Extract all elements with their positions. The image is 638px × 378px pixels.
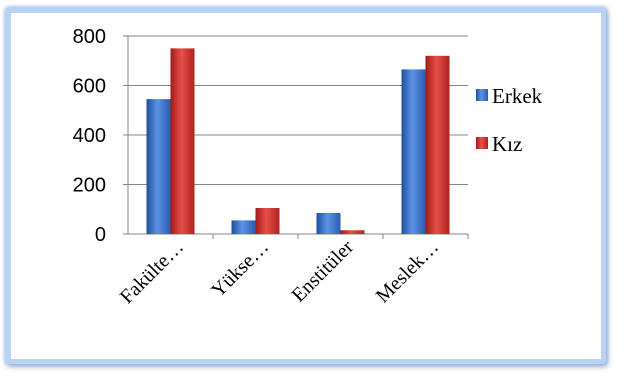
bars [146,48,450,234]
category-label: Meslek… [372,236,443,307]
bar-kiz [340,230,365,234]
bar-kiz [170,48,195,234]
y-tick-label: 200 [73,175,106,197]
category-label: Yükse… [207,236,273,302]
y-tick-label: 600 [73,76,106,98]
bar-kiz [425,55,450,234]
legend-label-erkek: Erkek [492,84,543,108]
category-labels: Fakülte… Yükse… Enstitüler Meslek… [116,236,443,308]
chart-frame [6,8,606,364]
legend-label-kiz: Kız [492,132,522,156]
legend: Erkek Kız [476,84,543,156]
legend-swatch-kiz [476,137,488,149]
y-tick-label: 0 [95,224,106,246]
bar-erkek [231,220,256,234]
bar-kiz [255,208,280,234]
bar-erkek [316,212,341,234]
category-label: Fakülte… [116,236,188,308]
bar-erkek [146,99,171,234]
legend-swatch-erkek [476,89,488,101]
y-tick-label: 400 [73,125,106,147]
bar-erkek [401,69,426,234]
y-tick-labels: 0 200 400 600 800 [73,26,106,246]
y-tick-label: 800 [73,26,106,48]
category-label: Enstitüler [287,236,358,307]
